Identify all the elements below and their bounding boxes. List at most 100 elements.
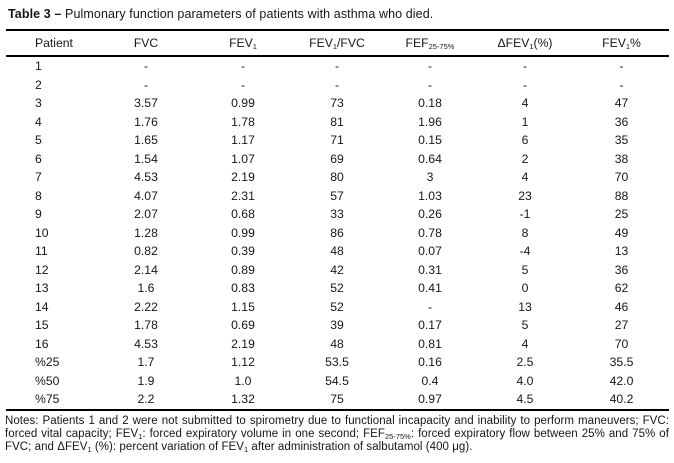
table-cell: 15	[35, 318, 49, 333]
table-cell: 5	[521, 262, 529, 277]
table-cell: 1.03	[418, 188, 442, 203]
table-cell: 80	[330, 170, 344, 185]
table-cell: -	[334, 77, 340, 92]
table-cell: 2.19	[231, 336, 255, 351]
table-title-label: Table 3 –	[8, 7, 62, 21]
column-header-delta-fev1: ΔFEV1(%)	[497, 36, 553, 51]
table-cell: -	[143, 77, 149, 92]
table-cell: 4	[521, 170, 529, 185]
table-cell: 7	[35, 170, 42, 185]
table-cell: %50	[35, 373, 60, 388]
table-cell: 69	[330, 151, 344, 166]
table-cell: 5	[35, 133, 42, 148]
table-cell: 0.89	[231, 262, 255, 277]
table-cell: 39	[330, 318, 344, 333]
table-cell: 1.96	[418, 114, 442, 129]
table-cell: 3	[35, 96, 42, 111]
table-cell: 36	[614, 114, 629, 129]
table-cell: -1	[519, 207, 531, 222]
table-title: Table 3 – Pulmonary function parameters …	[0, 0, 674, 22]
table-cell: 13	[518, 299, 532, 314]
table-cell: 16	[35, 336, 49, 351]
table-cell: 0.64	[418, 151, 442, 166]
table-cell: 46	[614, 299, 629, 314]
table-row: %50 1.9 1.0 54.5 0.4 4.0 42.0	[6, 372, 669, 391]
table-cell: 4.5	[516, 392, 534, 407]
table-cell: 47	[614, 96, 629, 111]
table-cell: 1.65	[134, 133, 158, 148]
table-cell: 52	[330, 281, 344, 296]
table-cell: 0.81	[418, 336, 442, 351]
table-cell: 48	[330, 244, 344, 259]
table-cell: 2.31	[231, 188, 255, 203]
table-cell: 0.99	[231, 96, 255, 111]
table-cell: 2.5	[516, 355, 534, 370]
table-cell: 54.5	[325, 373, 349, 388]
table-cell: 57	[330, 188, 344, 203]
table-cell: 0.18	[418, 96, 442, 111]
table-row: 4 1.76 1.78 81 1.96 1 36	[6, 113, 669, 132]
table-cell: 73	[330, 96, 344, 111]
table-cell: 0.99	[231, 225, 255, 240]
table-row: %75 2.2 1.32 75 0.97 4.5 40.2	[6, 390, 669, 410]
table-cell: 35	[614, 133, 629, 148]
table-cell: 1	[521, 114, 529, 129]
table-row: 12 2.14 0.89 42 0.31 5 36	[6, 261, 669, 280]
table-cell: 0.17	[418, 318, 442, 333]
table-cell: 88	[614, 188, 629, 203]
table-cell: 1.07	[231, 151, 255, 166]
table-row: 10 1.28 0.99 86 0.78 8 49	[6, 224, 669, 243]
table-cell: 27	[614, 318, 629, 333]
table-row: 2 - - - - - -	[6, 76, 669, 95]
table-cell: 2.19	[231, 170, 255, 185]
table-cell: 35.5	[609, 355, 634, 370]
table-cell: -	[240, 59, 246, 74]
table-cell: 8	[35, 188, 42, 203]
table-cell: 71	[330, 133, 344, 148]
table-cell: 40.2	[609, 392, 634, 407]
table-cell: 70	[614, 170, 629, 185]
table-cell: 12	[35, 262, 49, 277]
table-cell: 0.15	[418, 133, 442, 148]
table-cell: 13	[614, 244, 629, 259]
table-cell: 75	[330, 392, 344, 407]
table-cell: 11	[35, 244, 48, 259]
table-cell: 23	[518, 188, 532, 203]
table-cell: 25	[614, 207, 629, 222]
table-row: 5 1.65 1.17 71 0.15 6 35	[6, 131, 669, 150]
table-cell: 1	[35, 59, 42, 74]
table-cell: 1.32	[231, 392, 255, 407]
column-header-fev1-fvc: FEV1/FVC	[309, 36, 365, 51]
table-cell: -	[619, 77, 624, 92]
table-cell: 0.39	[231, 244, 255, 259]
table-cell: 3.57	[134, 96, 158, 111]
table-title-caption: Pulmonary function parameters of patient…	[61, 7, 434, 21]
table-cell: 2.2	[137, 392, 155, 407]
table-cell: 62	[614, 281, 629, 296]
table-cell: 33	[330, 207, 344, 222]
table-cell: 1.54	[134, 151, 158, 166]
table-cell: 1.17	[231, 133, 255, 148]
table-cell: 4	[521, 336, 529, 351]
table-cell: -	[427, 299, 433, 314]
table-cell: 1.9	[137, 373, 155, 388]
column-header-patient: Patient	[35, 36, 73, 50]
table-row: 6 1.54 1.07 69 0.64 2 38	[6, 150, 669, 169]
table-cell: 1.15	[231, 299, 255, 314]
table-cell: 48	[330, 336, 344, 351]
table-cell: 1.6	[137, 281, 155, 296]
table-cell: 0.97	[418, 392, 442, 407]
column-header-fev1: FEV1	[229, 36, 257, 51]
table-cell: 42.0	[609, 373, 634, 388]
table-cell: 2.22	[134, 299, 158, 314]
table-cell: %75	[35, 392, 60, 407]
table-cell: 49	[614, 225, 629, 240]
table-cell: 36	[614, 262, 629, 277]
table-cell: 0.16	[418, 355, 442, 370]
table-cell: 0.82	[134, 244, 158, 259]
table-row: 13 1.6 0.83 52 0.41 0 62	[6, 279, 669, 298]
table-row: 3 3.57 0.99 73 0.18 4 47	[6, 94, 669, 113]
table-cell: 1.0	[234, 373, 252, 388]
table-cell: -	[143, 59, 149, 74]
